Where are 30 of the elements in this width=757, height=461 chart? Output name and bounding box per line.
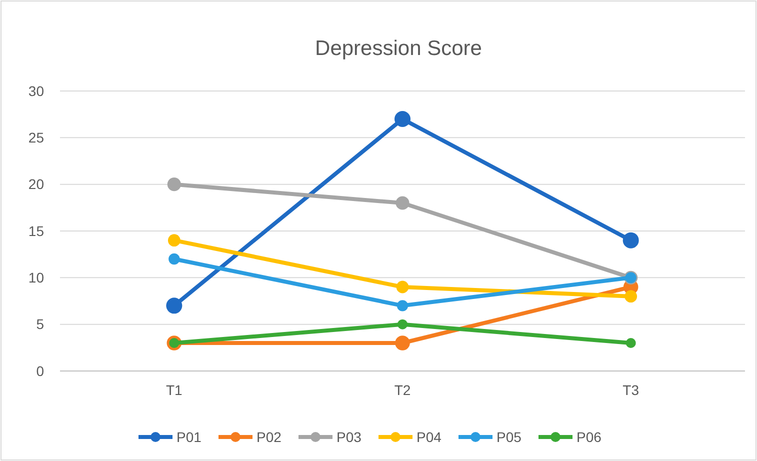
point — [624, 290, 638, 303]
legend-label: P02 — [256, 428, 282, 445]
point — [168, 234, 180, 247]
point — [396, 300, 408, 312]
point — [626, 338, 636, 348]
legend-label: P01 — [176, 428, 202, 445]
point — [398, 319, 408, 330]
y-tick-label: 15 — [28, 222, 44, 239]
point — [622, 232, 639, 248]
point — [395, 336, 410, 350]
y-tick-label: 25 — [28, 130, 44, 146]
x-tick-label: T1 — [166, 382, 183, 398]
y-tick-label: 0 — [36, 362, 44, 379]
point — [396, 280, 409, 294]
point — [167, 178, 181, 192]
point — [394, 111, 410, 127]
legend-label: P06 — [576, 428, 602, 445]
legend-label: P03 — [336, 428, 362, 445]
x-tick-label: T2 — [394, 382, 411, 398]
point — [168, 253, 180, 265]
legend-label: P04 — [416, 428, 442, 445]
point — [166, 298, 182, 314]
x-tick-label: T3 — [622, 382, 640, 398]
y-tick-label: 10 — [28, 270, 44, 286]
y-tick-label: 20 — [28, 176, 44, 192]
legend-label: P05 — [496, 428, 522, 445]
point — [396, 196, 410, 210]
y-tick-label: 30 — [28, 82, 44, 99]
chart-title: Depression Score — [315, 37, 482, 60]
y-tick-label: 5 — [36, 316, 44, 332]
